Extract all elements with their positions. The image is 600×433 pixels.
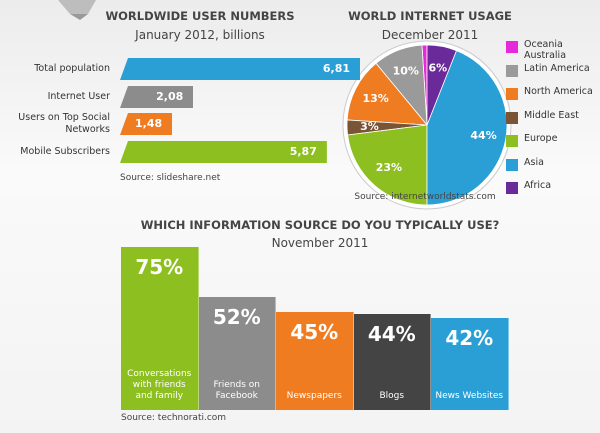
source: Source: technorati.com (121, 413, 227, 423)
pie-slice (426, 50, 508, 206)
legend-swatch (506, 111, 518, 124)
value-label: 1,48 (135, 117, 163, 130)
chart-subtitle: November 2011 (271, 236, 369, 250)
bar: 44% Blogs (353, 314, 431, 410)
legend-swatch (506, 182, 518, 194)
bar: 1,48 (120, 113, 173, 135)
legend-swatch (506, 88, 518, 100)
value-label: 44% (367, 322, 416, 347)
value-label: 6,81 (322, 62, 350, 75)
legend-label: Middle East (524, 109, 579, 121)
value-label: 44% (470, 129, 496, 142)
value-label: 2,08 (156, 90, 184, 103)
bar: 45% Newspapers (276, 311, 354, 410)
bar: 75% Conversations with friends and family (121, 246, 199, 410)
category-label: Internet User (47, 91, 110, 102)
category-label: Newspapers (286, 390, 342, 401)
category-label: News Websites (435, 390, 504, 401)
pie-slice (426, 44, 457, 126)
pie-slice (347, 124, 428, 206)
ribbon-fold (70, 14, 88, 20)
legend-label: Europe (524, 133, 558, 144)
chart-title: WORLD INTERNET USAGE (348, 9, 512, 23)
bar: 42% News Websites (431, 318, 509, 410)
bar: 2,08 (120, 86, 194, 108)
category-label: Users on Top Social Networks (18, 112, 110, 135)
legend-label: Asia (524, 156, 544, 168)
chart-subtitle: January 2012, billions (135, 28, 265, 42)
category-label: Conversations with friends and family (127, 369, 192, 401)
value-label: 52% (212, 304, 261, 329)
legend-label: Oceania Australia (524, 39, 567, 61)
category-label: Total population (34, 63, 110, 74)
chart-title: WORLDWIDE USER NUMBERS (105, 9, 295, 23)
chart-title: WHICH INFORMATION SOURCE DO YOU TYPICALL… (140, 218, 500, 232)
legend-swatch (506, 41, 518, 53)
value-label: 5,87 (289, 145, 317, 158)
source: Source: internetworldstats.com (354, 192, 496, 202)
category-label: Mobile Subscribers (20, 146, 110, 157)
category-label: Friends on Facebook (213, 379, 260, 401)
value-label: 23% (376, 161, 402, 174)
legend-label: North America (524, 86, 593, 97)
bar: 52% Friends on Facebook (198, 296, 276, 410)
value-label: 3% (360, 120, 379, 133)
legend-swatch (506, 158, 518, 171)
value-label: 6% (428, 61, 447, 74)
legend-swatch (506, 64, 518, 77)
value-label: 10% (393, 64, 419, 77)
value-label: 45% (290, 319, 339, 344)
bar: 5,87 (120, 141, 327, 163)
value-label: 42% (445, 326, 494, 351)
category-label: Blogs (379, 390, 405, 401)
pie-slice (346, 62, 428, 126)
bar: 6,81 (120, 58, 360, 80)
chart-subtitle: December 2011 (381, 28, 479, 42)
source: Source: slideshare.net (120, 173, 221, 183)
value-label: 13% (363, 92, 389, 105)
legend-swatch (506, 135, 518, 147)
legend-label: Latin America (524, 62, 590, 74)
legend-label: Africa (524, 180, 552, 191)
ribbon (58, 0, 96, 14)
value-label: 75% (135, 254, 184, 279)
